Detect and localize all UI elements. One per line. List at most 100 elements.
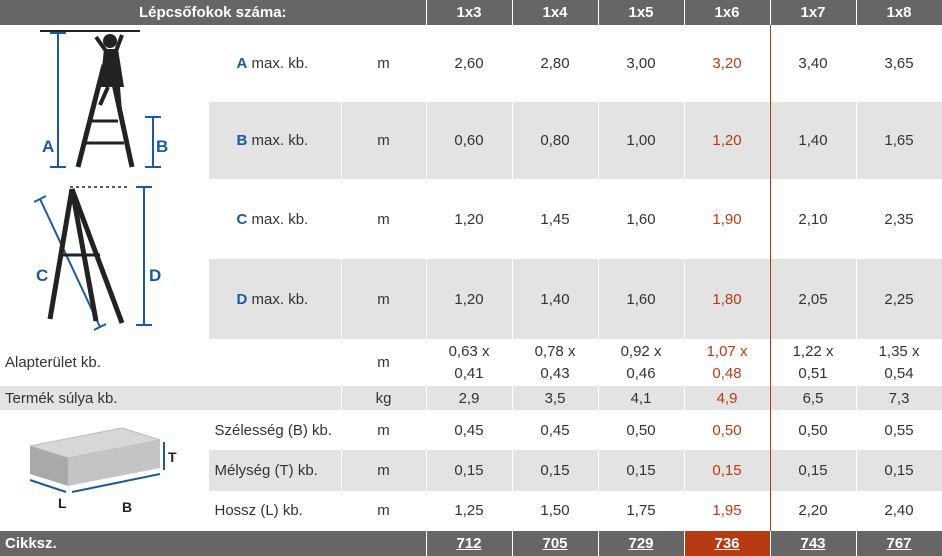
value-cell-highlight: 4,9 — [683, 386, 771, 410]
value-cell: 1,00 — [598, 102, 685, 179]
value-cell-highlight: 0,50 — [683, 410, 771, 451]
value-cell-highlight: 0,15 — [683, 450, 771, 491]
table-row: Termék súlya kb. kg 2,9 3,5 4,1 4,9 6,5 … — [0, 386, 942, 410]
table-row: T L B Szélesség (B) kb. m 0,45 0,45 0,50… — [0, 410, 942, 531]
value-cell: 2,25 — [856, 259, 942, 339]
value-cell: 3,5 — [512, 386, 599, 410]
size-header: 1x8 — [856, 0, 942, 25]
size-header: 1x4 — [512, 0, 599, 25]
unit-cell: m — [341, 25, 427, 102]
value-cell: 1,45 — [512, 179, 599, 259]
value-cell: 3,00 — [598, 25, 685, 102]
value-cell: 0,15 — [770, 450, 857, 491]
header-row: Lépcsőfokok száma: 1x3 1x4 1x5 1x6 1x7 1… — [0, 0, 942, 25]
product-code-link[interactable]: 712 — [426, 531, 513, 556]
size-header: 1x6 — [684, 0, 771, 25]
value-cell-highlight: 1,90 — [683, 179, 771, 259]
box-t-label: T — [168, 449, 177, 465]
value-cell: 2,40 — [856, 490, 942, 531]
value-cell: 2,10 — [770, 179, 857, 259]
value-cell: 0,50 — [598, 410, 685, 451]
value-cell: 0,78 x 0,43 — [512, 339, 599, 386]
value-cell: 0,15 — [426, 450, 513, 491]
product-code-link[interactable]: 767 — [856, 531, 942, 556]
product-code-link[interactable]: 729 — [598, 531, 685, 556]
dim-a-label: A — [42, 137, 54, 156]
table-row: Alapterület kb. m 0,63 x 0,41 0,78 x 0,43 … — [0, 339, 942, 386]
weight-label: Termék súlya kb. — [0, 386, 342, 410]
table-row: Mélység (T) kb. m 0,15 0,15 0,15 0,15 0,… — [0, 450, 942, 491]
size-header: 1x3 — [426, 0, 513, 25]
size-header: 1x7 — [770, 0, 857, 25]
value-cell: 2,60 — [426, 25, 513, 102]
row-label-b: B max. kb. — [208, 102, 342, 179]
box-l-label: L — [58, 495, 67, 511]
value-cell: 4,1 — [598, 386, 685, 410]
value-cell: 1,25 — [426, 490, 513, 531]
value-cell: 1,35 x 0,54 — [856, 339, 942, 386]
value-cell-highlight: 3,20 — [683, 25, 771, 102]
value-cell: 1,22 x 0,51 — [770, 339, 857, 386]
value-cell: 1,60 — [598, 259, 685, 339]
value-cell: 0,92 x 0,46 — [598, 339, 685, 386]
value-cell: 1,20 — [426, 259, 513, 339]
value-cell: 0,15 — [856, 450, 942, 491]
value-cell: 1,50 — [512, 490, 599, 531]
ladder-open-diagram: A B — [0, 25, 209, 179]
value-cell: 1,75 — [598, 490, 685, 531]
product-code-link[interactable]: 705 — [512, 531, 599, 556]
footer-row: Cikksz. 712 705 729 736 743 767 — [0, 531, 942, 556]
table-row: D max. kb. m 1,20 1,40 1,60 1,80 2,05 2,… — [0, 259, 942, 339]
ladder-folded-diagram: D C — [0, 179, 209, 339]
value-cell: 0,50 — [770, 410, 857, 451]
value-cell-highlight: 1,20 — [683, 102, 771, 179]
value-cell: 6,5 — [770, 386, 857, 410]
value-cell: 1,40 — [512, 259, 599, 339]
package-box-diagram: T L B — [0, 410, 209, 531]
value-cell-highlight: 1,80 — [683, 259, 771, 339]
value-cell: 3,65 — [856, 25, 942, 102]
value-cell: 0,55 — [856, 410, 942, 451]
value-cell: 1,40 — [770, 102, 857, 179]
value-cell-highlight: 1,07 x 0,48 — [683, 339, 771, 386]
row-label-a: A max. kb. — [208, 25, 342, 102]
value-cell: 2,20 — [770, 490, 857, 531]
value-cell: 0,80 — [512, 102, 599, 179]
value-cell: 0,45 — [426, 410, 513, 451]
size-header: 1x5 — [598, 0, 685, 25]
table-row: B max. kb. m 0,60 0,80 1,00 1,20 1,40 1,… — [0, 102, 942, 179]
value-cell: 2,80 — [512, 25, 599, 102]
unit-cell: m — [341, 490, 427, 531]
value-cell: 2,35 — [856, 179, 942, 259]
depth-label: Mélység (T) kb. — [208, 450, 342, 491]
unit-cell: m — [341, 259, 427, 339]
dim-c-label: C — [36, 266, 48, 285]
header-label: Lépcsőfokok száma: — [0, 0, 427, 25]
unit-cell: kg — [341, 386, 427, 410]
value-cell: 2,9 — [426, 386, 513, 410]
value-cell: 0,15 — [512, 450, 599, 491]
value-cell: 7,3 — [856, 386, 942, 410]
value-cell: 0,60 — [426, 102, 513, 179]
value-cell: 1,20 — [426, 179, 513, 259]
width-label: Szélesség (B) kb. — [208, 410, 342, 451]
table-row: A B A max. kb. m 2,60 2,80 3,00 3,20 — [0, 25, 942, 179]
product-code-link-highlight[interactable]: 736 — [684, 531, 771, 556]
value-cell: 0,63 x 0,41 — [426, 339, 513, 386]
product-code-link[interactable]: 743 — [770, 531, 857, 556]
value-cell: 0,15 — [598, 450, 685, 491]
value-cell: 1,65 — [856, 102, 942, 179]
unit-cell: m — [341, 179, 427, 259]
dim-b-label: B — [156, 137, 168, 156]
row-label-d: D max. kb. — [208, 259, 342, 339]
value-cell: 1,60 — [598, 179, 685, 259]
unit-cell: m — [341, 102, 427, 179]
table-row: D C C max. kb. m 1,20 1,45 1,60 1,90 2,1… — [0, 179, 942, 339]
dim-d-label: D — [149, 266, 161, 285]
unit-cell: m — [341, 450, 427, 491]
footer-label: Cikksz. — [0, 531, 427, 556]
value-cell: 3,40 — [770, 25, 857, 102]
value-cell-highlight: 1,95 — [683, 490, 771, 531]
unit-cell: m — [341, 410, 427, 451]
